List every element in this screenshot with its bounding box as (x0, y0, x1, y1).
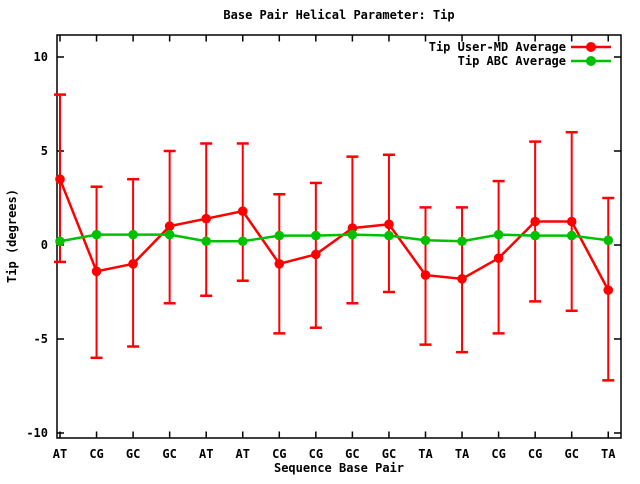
x-category-label: TA (455, 447, 470, 461)
data-point-abc (384, 230, 394, 241)
x-category-label: CG (89, 447, 103, 461)
data-point-user-md (237, 206, 248, 216)
x-axis-label: Sequence Base Pair (274, 461, 404, 475)
data-point-user-md (164, 221, 175, 231)
data-point-abc (311, 230, 321, 241)
x-category-label: AT (199, 447, 213, 461)
x-category-label: GC (126, 447, 140, 461)
data-point-user-md (55, 174, 65, 184)
data-point-user-md (457, 274, 467, 284)
data-point-abc (91, 229, 102, 240)
y-tick-label: -5 (34, 332, 48, 346)
data-point-user-md (530, 216, 540, 227)
data-point-abc (603, 235, 614, 246)
data-point-user-md (384, 219, 394, 230)
x-category-label: CG (528, 447, 542, 461)
y-tick-label: 10 (34, 50, 48, 64)
legend: Tip User-MD Average Tip ABC Average (429, 40, 611, 68)
data-point-abc (566, 230, 577, 241)
legend-label-user-md: Tip User-MD Average (429, 40, 566, 54)
x-category-label: AT (236, 447, 250, 461)
y-tick-label: 0 (41, 238, 48, 252)
data-point-user-md (420, 270, 431, 280)
data-point-abc (347, 229, 358, 240)
chart-title: Base Pair Helical Parameter: Tip (223, 8, 454, 22)
data-point-abc (274, 230, 285, 241)
series-line-abc (59, 233, 609, 243)
data-point-user-md (91, 266, 102, 277)
x-category-label: GC (345, 447, 359, 461)
x-category-label: CG (272, 447, 286, 461)
data-point-abc (457, 236, 467, 247)
data-point-abc (164, 229, 175, 240)
x-category-label: AT (53, 447, 67, 461)
data-point-abc (128, 229, 138, 240)
x-category-label: GC (382, 447, 396, 461)
data-point-user-md (566, 216, 577, 227)
x-category-label: GC (162, 447, 176, 461)
y-tick-label: -10 (26, 426, 48, 440)
plot-border (56, 34, 622, 439)
data-point-abc (201, 236, 211, 247)
data-point-abc (530, 230, 540, 241)
data-point-abc (237, 236, 248, 247)
x-category-label: CG (491, 447, 505, 461)
series-line-user-md (58, 178, 610, 291)
x-category-label: TA (418, 447, 433, 461)
x-category-label: GC (564, 447, 578, 461)
legend-sample-dot-abc (586, 56, 596, 66)
y-tick-label: 5 (41, 144, 48, 158)
legend-label-abc: Tip ABC Average (458, 54, 566, 68)
data-point-user-md (603, 285, 614, 295)
legend-sample-dot-user-md (586, 42, 596, 52)
data-point-user-md (128, 259, 138, 269)
data-point-user-md (493, 253, 504, 263)
x-category-label: TA (601, 447, 616, 461)
data-point-abc (493, 229, 504, 240)
data-point-user-md (311, 249, 321, 260)
x-category-label: CG (309, 447, 323, 461)
data-point-user-md (201, 213, 211, 224)
data-point-abc (55, 236, 65, 247)
data-point-user-md (347, 223, 358, 233)
data-point-user-md (274, 259, 285, 269)
data-point-abc (420, 235, 431, 246)
y-axis-label: Tip (degrees) (5, 189, 19, 283)
